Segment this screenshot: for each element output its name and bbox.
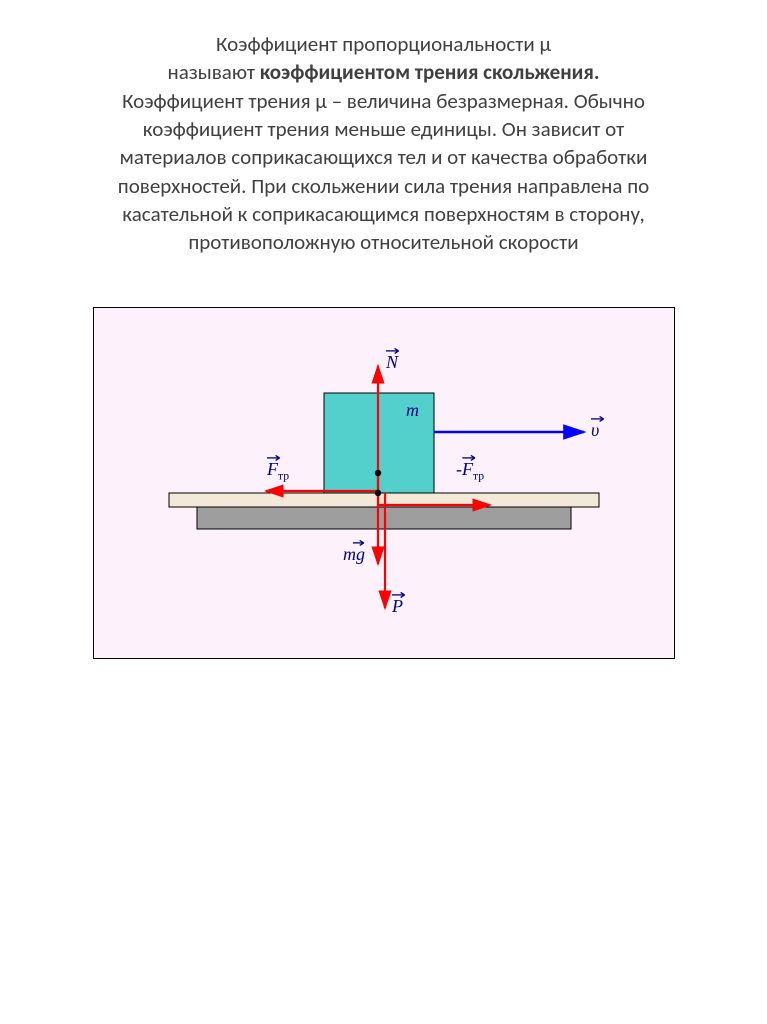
line2a: называют (168, 59, 260, 85)
line7: касательной к соприкасающимся поверхност… (122, 201, 644, 227)
line1: Коэффициент пропорциональности μ (216, 31, 551, 57)
svg-text:mg: mg (343, 544, 365, 564)
line2b: коэффициентом трения скольжения. (260, 59, 600, 85)
friction-diagram: mNυFтр-FтрmgP (93, 307, 675, 659)
line8: противоположную относительной скорости (188, 229, 578, 255)
description-text: Коэффициент пропорциональности μ называю… (20, 30, 747, 257)
svg-text:m: m (406, 400, 419, 420)
line6: поверхностей. При скольжении сила трения… (118, 173, 649, 199)
svg-text:N: N (385, 352, 399, 372)
line3: Коэффициент трения μ – величина безразме… (122, 88, 645, 114)
line4: коэффициент трения меньше единицы. Он за… (143, 116, 624, 142)
line5: материалов соприкасающихся тел и от каче… (120, 144, 648, 170)
svg-text:υ: υ (591, 420, 599, 440)
diagram-container: mNυFтр-FтрmgP (20, 307, 747, 659)
svg-text:P: P (391, 596, 403, 616)
